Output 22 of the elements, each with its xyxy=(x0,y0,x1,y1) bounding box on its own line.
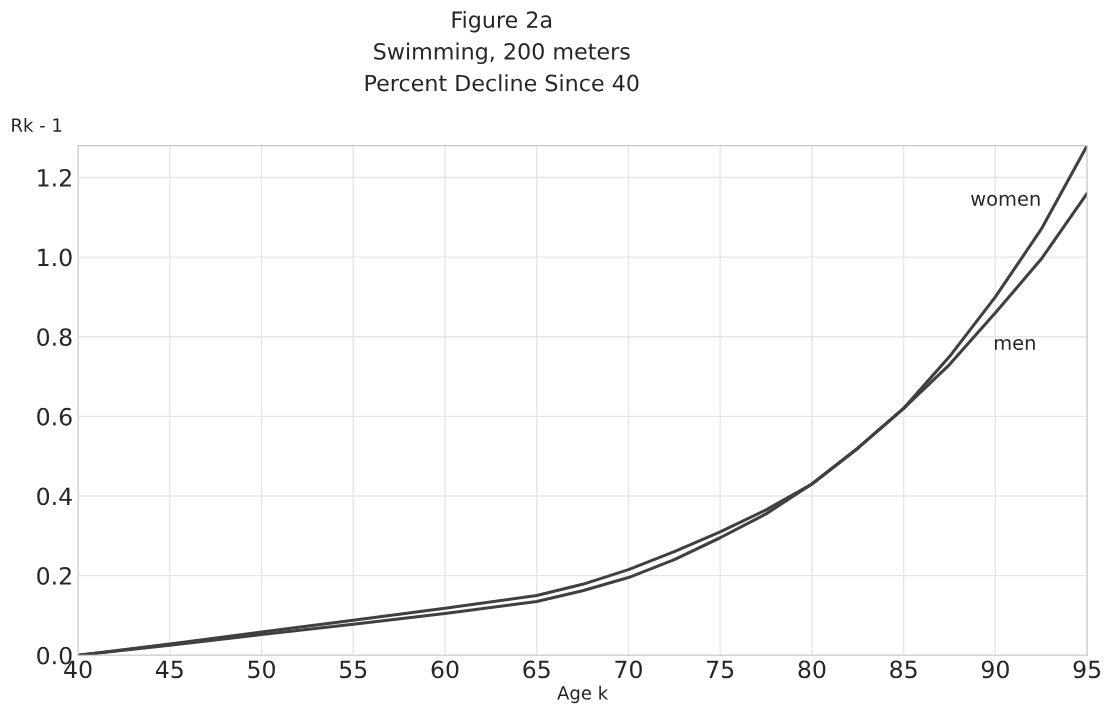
x-tick-label: 75 xyxy=(707,660,734,679)
series-label: men xyxy=(994,338,1035,351)
y-tick-label: 1.2 xyxy=(38,168,71,187)
y-axis-title: Rk - 1 xyxy=(12,117,62,132)
x-tick-label: 50 xyxy=(248,660,275,679)
x-tick-label: 45 xyxy=(155,660,183,679)
y-tick-label: 0.2 xyxy=(37,567,71,585)
x-tick-label: 60 xyxy=(431,660,459,679)
x-tick-label: 95 xyxy=(1073,660,1101,679)
x-tick-label: 70 xyxy=(615,660,642,679)
y-tick-label: 0.8 xyxy=(37,328,72,347)
series-label: women xyxy=(971,194,1040,206)
x-tick-label: 85 xyxy=(890,660,917,679)
y-tick-label: 0.4 xyxy=(37,487,72,506)
chart-title: Figure 2a Swimming, 200 meters Percent Decline Since 40 xyxy=(365,10,639,92)
x-tick-label: 80 xyxy=(798,660,826,679)
x-tick-label: 65 xyxy=(523,660,550,679)
x-tick-label: 55 xyxy=(340,660,367,679)
y-tick-label: 1.0 xyxy=(38,248,72,267)
x-tick-label: 90 xyxy=(981,660,1009,679)
y-tick-label: 0.6 xyxy=(37,407,72,426)
x-axis-title: Age k xyxy=(557,685,609,704)
